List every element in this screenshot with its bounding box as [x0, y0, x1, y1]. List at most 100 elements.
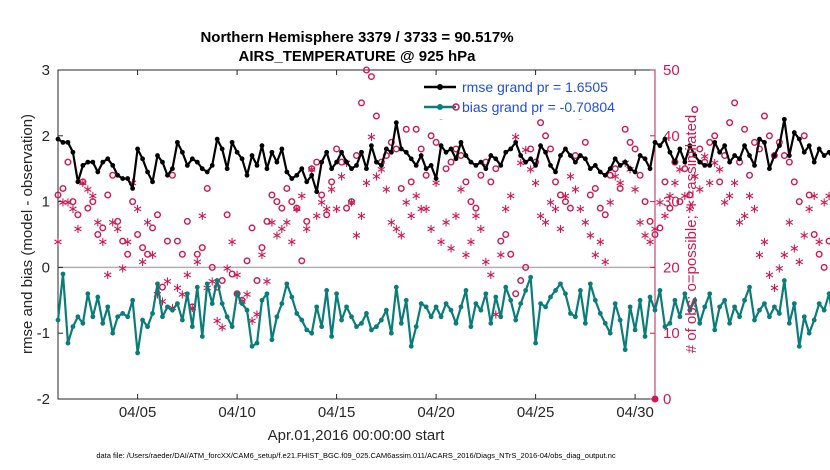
rmse-point — [130, 186, 136, 191]
rmse-point — [324, 149, 330, 155]
rmse-point — [702, 163, 708, 168]
bias-point — [125, 314, 131, 320]
rmse-point — [558, 153, 563, 158]
rmse-point — [413, 163, 419, 168]
bias-point — [165, 304, 170, 310]
y-left-tick-label: -1 — [37, 325, 50, 342]
obs-possible-point — [800, 132, 808, 140]
bias-point — [826, 291, 830, 297]
y-left-axis-ticks: -2 -1 0 1 2 3 — [37, 62, 63, 408]
obs-assimilated-point: ∗ — [157, 294, 168, 309]
bias-point — [239, 301, 245, 306]
obs-assimilated-point: ∗ — [376, 163, 387, 178]
bias-point — [627, 304, 633, 310]
obs-assimilated-point: ∗ — [58, 196, 69, 211]
rmse-point — [493, 156, 499, 162]
rmse-point — [826, 149, 830, 155]
rmse-point — [776, 143, 782, 149]
bias-point — [538, 301, 543, 306]
bias-point — [398, 320, 404, 326]
obs-assimilated-point: ∗ — [600, 255, 611, 270]
bias-point — [334, 291, 339, 297]
rmse-point — [369, 143, 374, 149]
obs-assimilated-point: ∗ — [774, 261, 785, 276]
bias-point — [543, 304, 548, 310]
bias-point — [413, 324, 419, 330]
obs-possible-point — [183, 217, 191, 225]
obs-assimilated-point: ∗ — [456, 182, 467, 197]
rmse-point — [806, 143, 812, 149]
bias-point — [145, 324, 150, 330]
obs-possible-point — [163, 237, 171, 245]
bias-point — [503, 284, 509, 290]
obs-possible-point — [258, 244, 266, 252]
obs-possible-point — [462, 178, 470, 186]
obs-possible-point — [666, 204, 674, 212]
rmse-point — [140, 156, 145, 162]
rmse-point — [632, 169, 638, 175]
obs-possible-point — [646, 217, 654, 225]
obs-assimilated-point: ∗ — [779, 248, 790, 263]
rmse-point — [821, 153, 827, 158]
obs-assimilated-point: ∗ — [436, 235, 447, 250]
rmse-point — [408, 156, 414, 162]
rmse-point — [75, 179, 81, 185]
obs-possible-point — [59, 184, 67, 192]
bias-point — [344, 304, 349, 310]
obs-assimilated-point: ∗ — [242, 288, 253, 303]
obs-possible-point — [512, 290, 520, 298]
obs-possible-point — [273, 198, 281, 206]
rmse-point — [563, 146, 568, 152]
rmse-point — [627, 166, 633, 172]
obs-assimilated-point: ∗ — [754, 248, 765, 263]
rmse-point — [160, 159, 165, 165]
rmse-point — [597, 169, 603, 175]
obs-possible-point — [203, 184, 211, 192]
bias-point — [349, 314, 354, 320]
obs-possible-point — [74, 211, 82, 219]
obs-assimilated-point: ∗ — [366, 130, 377, 145]
rmse-point — [264, 166, 270, 172]
rmse-point — [279, 146, 285, 152]
obs-assimilated-point: ∗ — [485, 268, 496, 283]
obs-possible-point — [283, 184, 291, 192]
obs-assimilated-point: ∗ — [301, 222, 312, 237]
bias-point — [284, 281, 290, 287]
obs-possible-point — [681, 165, 689, 173]
bias-point — [175, 301, 180, 306]
bias-point — [105, 304, 111, 310]
rmse-point — [687, 143, 693, 149]
obs-possible-point — [795, 198, 803, 206]
obs-possible-point — [706, 138, 714, 146]
obs-assimilated-point: ∗ — [286, 235, 297, 250]
bias-point — [155, 281, 160, 287]
bias-point — [757, 307, 762, 313]
obs-possible-point — [731, 99, 739, 107]
obs-possible-point — [153, 211, 161, 219]
bias-point — [712, 327, 718, 333]
bias-point — [786, 320, 792, 326]
obs-assimilated-point: ∗ — [635, 215, 646, 230]
obs-assimilated-point: ∗ — [734, 215, 745, 230]
obs-possible-point — [387, 138, 395, 146]
bias-point — [279, 301, 285, 306]
bias-point — [179, 317, 185, 323]
rmse-point — [448, 146, 454, 152]
bias-point — [259, 297, 265, 303]
obs-assimilated-point: ∗ — [709, 156, 720, 171]
obs-assimilated-point: ∗ — [490, 307, 501, 322]
obs-possible-series — [54, 66, 830, 311]
obs-assimilated-point: ∗ — [799, 229, 810, 244]
bias-point — [493, 294, 499, 300]
rmse-point — [772, 153, 777, 158]
obs-assimilated-point: ∗ — [82, 182, 93, 197]
obs-assimilated-point: ∗ — [764, 268, 775, 283]
bias-point — [359, 320, 364, 326]
obs-assimilated-point: ∗ — [72, 222, 83, 237]
bias-series — [55, 271, 830, 356]
bias-point — [388, 330, 394, 336]
bias-point — [657, 288, 663, 293]
obs-assimilated-point: ∗ — [714, 163, 725, 178]
bias-point — [70, 324, 76, 330]
x-tick-label: 04/20 — [417, 404, 455, 421]
